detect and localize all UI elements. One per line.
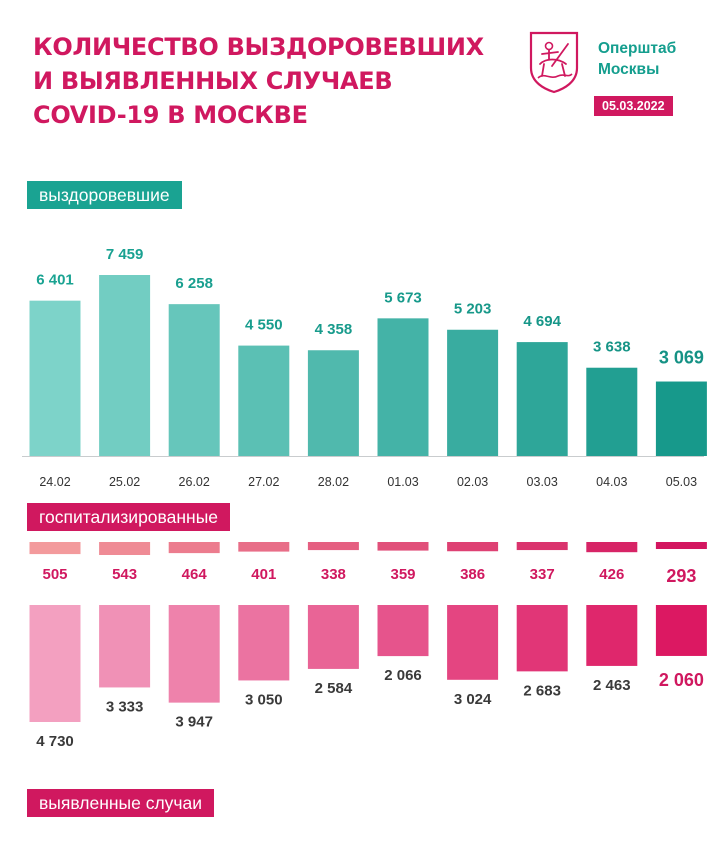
x-tick-28.02: 28.02 [318,475,349,489]
cases-bar-25.02 [99,605,151,688]
hospitalized-value-26.02: 464 [182,566,208,583]
cases-bar-01.03 [377,605,429,657]
hospitalized-value-24.02: 505 [42,566,67,583]
recovered-bar-26.02 [168,304,220,456]
cases-value-24.02: 4 730 [36,733,74,750]
cases-value-28.02: 2 584 [315,680,353,697]
hospitalized-value-02.03: 386 [460,566,485,583]
cases-value-25.02: 3 333 [106,698,144,715]
date-badge: 05.03.2022 [594,96,673,116]
recovered-bar-04.03 [586,367,638,456]
cases-bar-02.03 [447,605,499,680]
x-tick-01.03: 01.03 [387,475,418,489]
cases-value-27.02: 3 050 [245,691,283,708]
recovered-bar-24.02 [29,300,81,456]
org-line-2: Москвы [598,61,660,78]
title-line-1: КОЛИЧЕСТВО ВЫЗДОРОВЕВШИХ [33,33,484,61]
hospitalized-bar-03.03 [516,542,568,551]
recovered-bar-27.02 [238,345,290,456]
hospitalized-bar-28.02 [307,542,359,551]
hospitalized-value-01.03: 359 [390,566,415,583]
x-tick-27.02: 27.02 [248,475,279,489]
moscow-coat-of-arms-logo [529,31,579,94]
x-tick-05.03: 05.03 [666,475,697,489]
recovered-bar-28.02 [307,350,359,456]
recovered-value-02.03: 5 203 [454,301,492,318]
hospitalized-value-28.02: 338 [321,566,346,583]
hospitalized-bar-24.02 [29,542,81,555]
cases-bar-28.02 [307,605,359,669]
recovered-value-25.02: 7 459 [106,246,144,263]
hospitalized-value-27.02: 401 [251,566,276,583]
hospitalized-bar-25.02 [99,542,151,555]
cases-value-04.03: 2 463 [593,677,631,694]
recovered-bar-01.03 [377,318,429,456]
page-title: КОЛИЧЕСТВО ВЫЗДОРОВЕВШИХ И ВЫЯВЛЕННЫХ СЛ… [33,30,484,132]
title-line-3: COVID-19 В МОСКВЕ [33,101,308,129]
cases-bar-27.02 [238,605,290,681]
series-tag-hospitalized: госпитализированные [27,503,231,531]
hospitalized-bar-05.03 [655,542,707,550]
hospitalized-bar-27.02 [238,542,290,552]
recovered-value-04.03: 3 638 [593,339,631,356]
hospitalized-value-05.03: 293 [666,566,696,586]
series-tag-cases: выявленные случаи [27,789,215,817]
recovered-value-01.03: 5 673 [384,289,422,306]
recovered-value-03.03: 4 694 [523,313,561,330]
cases-bar-26.02 [168,605,220,703]
org-name: Оперштаб Москвы [598,38,676,80]
hospitalized-bar-26.02 [168,542,220,554]
hospitalized-bar-01.03 [377,542,429,551]
cases-bar-24.02 [29,605,81,722]
cases-value-26.02: 3 947 [175,714,213,731]
x-tick-03.03: 03.03 [527,475,558,489]
cases-value-03.03: 2 683 [523,682,561,699]
cases-value-01.03: 2 066 [384,667,422,684]
recovered-value-28.02: 4 358 [315,321,353,338]
x-tick-04.03: 04.03 [596,475,627,489]
recovered-value-24.02: 6 401 [36,272,74,289]
x-tick-02.03: 02.03 [457,475,488,489]
cases-value-02.03: 3 024 [454,691,492,708]
cases-bar-04.03 [586,605,638,666]
x-tick-24.02: 24.02 [39,475,70,489]
cases-bar-03.03 [516,605,568,672]
recovered-bar-02.03 [447,329,499,456]
hospitalized-bar-04.03 [586,542,638,553]
cases-value-05.03: 2 060 [659,670,704,690]
recovered-bar-05.03 [655,381,707,456]
hospitalized-value-03.03: 337 [530,566,555,583]
recovered-value-27.02: 4 550 [245,317,283,334]
org-line-1: Оперштаб [598,40,677,57]
recovered-value-26.02: 6 258 [175,275,213,292]
recovered-bar-25.02 [99,275,151,456]
cases-bar-05.03 [655,605,707,656]
recovered-value-05.03: 3 069 [659,348,704,368]
recovered-bar-03.03 [516,342,568,456]
title-line-2: И ВЫЯВЛЕННЫХ СЛУЧАЕВ [33,67,393,95]
hospitalized-value-04.03: 426 [599,566,624,583]
hospitalized-bar-02.03 [447,542,499,552]
x-tick-25.02: 25.02 [109,475,140,489]
series-tag-recovered: выздоровевшие [27,181,182,209]
hospitalized-value-25.02: 543 [112,566,137,583]
x-tick-26.02: 26.02 [179,475,210,489]
